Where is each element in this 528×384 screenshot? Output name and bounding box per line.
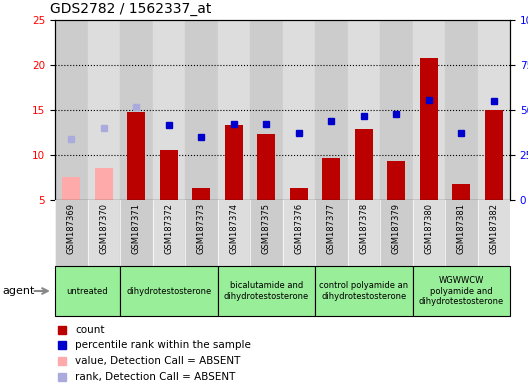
Text: GSM187377: GSM187377 xyxy=(327,203,336,255)
Bar xyxy=(88,20,120,200)
Bar xyxy=(420,58,438,200)
Text: GSM187382: GSM187382 xyxy=(489,203,498,254)
Bar xyxy=(282,200,315,266)
Bar xyxy=(315,200,347,266)
Text: GSM187374: GSM187374 xyxy=(229,203,238,254)
Bar xyxy=(120,20,153,200)
Bar xyxy=(347,20,380,200)
Bar xyxy=(380,20,412,200)
Text: rank, Detection Call = ABSENT: rank, Detection Call = ABSENT xyxy=(76,372,236,382)
Bar xyxy=(55,200,88,266)
Bar xyxy=(127,112,145,200)
Bar xyxy=(315,266,412,316)
Text: agent: agent xyxy=(2,286,34,296)
Text: GSM187370: GSM187370 xyxy=(99,203,108,254)
Bar xyxy=(477,20,510,200)
Bar xyxy=(120,266,218,316)
Bar xyxy=(153,20,185,200)
Text: GSM187376: GSM187376 xyxy=(294,203,303,255)
Text: GDS2782 / 1562337_at: GDS2782 / 1562337_at xyxy=(50,2,211,16)
Bar xyxy=(445,20,477,200)
Bar xyxy=(355,129,373,200)
Bar xyxy=(88,200,120,266)
Bar xyxy=(218,200,250,266)
Text: value, Detection Call = ABSENT: value, Detection Call = ABSENT xyxy=(76,356,241,366)
Bar xyxy=(55,20,88,200)
Bar xyxy=(218,20,250,200)
Text: GSM187372: GSM187372 xyxy=(164,203,173,254)
Text: WGWWCW
polyamide and
dihydrotestosterone: WGWWCW polyamide and dihydrotestosterone xyxy=(419,276,504,306)
Bar xyxy=(120,200,153,266)
Bar xyxy=(250,20,282,200)
Bar xyxy=(452,184,470,200)
Text: GSM187371: GSM187371 xyxy=(132,203,141,254)
Bar xyxy=(477,200,510,266)
Bar xyxy=(55,266,120,316)
Text: GSM187369: GSM187369 xyxy=(67,203,76,254)
Bar xyxy=(282,20,315,200)
Bar xyxy=(95,167,112,200)
Bar xyxy=(412,266,510,316)
Text: untreated: untreated xyxy=(67,286,108,296)
Bar xyxy=(315,20,347,200)
Bar xyxy=(290,188,308,200)
Text: bicalutamide and
dihydrotestosterone: bicalutamide and dihydrotestosterone xyxy=(224,281,309,301)
Bar xyxy=(62,177,80,200)
Bar xyxy=(225,125,243,200)
Bar xyxy=(388,161,405,200)
Text: GSM187380: GSM187380 xyxy=(425,203,433,254)
Bar xyxy=(412,20,445,200)
Text: GSM187375: GSM187375 xyxy=(262,203,271,254)
Bar xyxy=(380,200,412,266)
Bar xyxy=(485,110,503,200)
Bar xyxy=(322,158,340,200)
Bar xyxy=(185,200,218,266)
Text: count: count xyxy=(76,324,105,334)
Bar xyxy=(192,188,210,200)
Bar xyxy=(445,200,477,266)
Bar xyxy=(153,200,185,266)
Bar xyxy=(218,266,315,316)
Bar xyxy=(185,20,218,200)
Text: control polyamide an
dihydrotestosterone: control polyamide an dihydrotestosterone xyxy=(319,281,408,301)
Bar xyxy=(412,200,445,266)
Bar xyxy=(347,200,380,266)
Text: GSM187379: GSM187379 xyxy=(392,203,401,254)
Bar xyxy=(257,134,275,200)
Text: GSM187373: GSM187373 xyxy=(197,203,206,255)
Bar xyxy=(250,200,282,266)
Text: dihydrotestosterone: dihydrotestosterone xyxy=(126,286,211,296)
Text: GSM187378: GSM187378 xyxy=(359,203,368,255)
Text: percentile rank within the sample: percentile rank within the sample xyxy=(76,340,251,350)
Text: GSM187381: GSM187381 xyxy=(457,203,466,254)
Bar xyxy=(160,150,178,200)
